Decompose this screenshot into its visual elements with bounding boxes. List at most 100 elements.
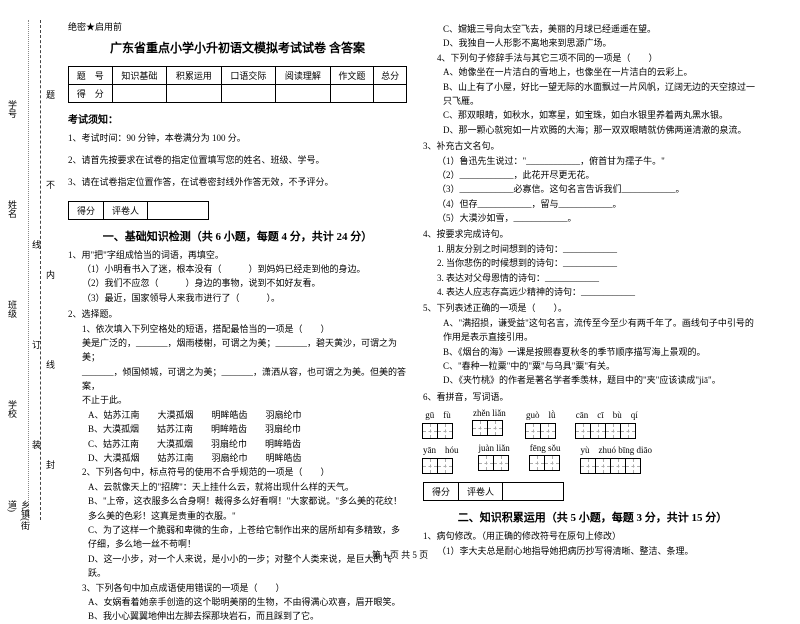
tianzige [423, 458, 459, 474]
score-header: 阅读理解 [276, 67, 331, 85]
scorebar-blank [148, 202, 208, 219]
scorebar-label: 评卷人 [459, 483, 503, 500]
tian-cell [493, 455, 509, 471]
pinyin-block: juàn liǎn [479, 443, 510, 474]
pinyin-text: gū fù [423, 408, 453, 421]
tianzige [423, 423, 453, 439]
question-1: 1、用"把"字组成恰当的词语，再填空。 （1）小明看书入了迷，根本没有（ ）到妈… [68, 248, 407, 306]
score-header: 作文题 [330, 67, 374, 85]
score-header: 总分 [374, 67, 407, 85]
q3-sub: （3）____________必寡信。这句名言告诉我们____________。 [423, 182, 762, 196]
table-row: 得 分 [69, 85, 407, 103]
binding-dotted-line-2 [28, 20, 29, 520]
score-header: 题 号 [69, 67, 113, 85]
pinyin-text: yù zhuó bīng diāo [581, 443, 653, 456]
pinyin-block: yù zhuó bīng diāo [581, 443, 653, 474]
binding-mark: 线 [44, 360, 57, 369]
binding-mark: 不 [44, 180, 57, 189]
q2-option-c: C、姑苏江南 大漠孤烟 羽扇纶巾 明眸皓齿 [68, 437, 407, 451]
q2-option-a: A、姑苏江南 大漠孤烟 明眸皓齿 羽扇纶巾 [68, 408, 407, 422]
fold-mark: 装 [30, 440, 43, 449]
score-header: 知识基础 [112, 67, 167, 85]
fold-mark: 订 [30, 340, 43, 349]
q2-line: 美是广泛的，_______，烟雨楼榭，可谓之为美；_______，碧天黄沙，可谓… [68, 336, 407, 365]
binding-margin: 乡镇(街道) 学校 班级 姓名 学号 封 线 内 不 题 装 订 线 [0, 0, 55, 540]
score-header: 口语交际 [221, 67, 276, 85]
q2-stem: 2、选择题。 [68, 309, 118, 319]
tian-cell [605, 423, 621, 439]
tian-cell [575, 423, 591, 439]
q1-sub: （3）最近，国家领导人来我市进行了（ ）。 [68, 291, 407, 305]
fold-mark: 线 [30, 240, 43, 249]
scorebar-label: 得分 [69, 202, 104, 219]
right-column: C、嫦娥三号向太空飞去，美丽的月球已经遥遥在望。 D、我独自一人形影不离地来到思… [415, 20, 770, 540]
pinyin-text: fēng sǒu [530, 443, 561, 453]
question-2: 2、选择题。 1、依次填入下列空格处的短语，搭配最恰当的一项是（ ） 美是广泛的… [68, 307, 407, 624]
q2-sub3: 3、下列各句中加点成语使用错误的一项是（ ） [68, 581, 407, 595]
binding-label: 班级 [6, 300, 19, 318]
left-column: 绝密★启用前 广东省重点小学小升初语文模拟考试试卷 含答案 题 号 知识基础 积… [60, 20, 415, 540]
q5-opt: D、《夹竹桃》的作者是著名学者季羡林，题目中的"夹"应该读成"jiā"。 [423, 373, 762, 387]
q2-line: 不止于此。 [68, 393, 407, 407]
q2-sub2: 2、下列各句中，标点符号的使用不合乎规范的一项是（ ） [68, 465, 407, 479]
q4-sub: 3. 表达对父母恩情的诗句：____________ [423, 271, 762, 285]
tian-cell [472, 420, 488, 436]
q5-opt: B、《烟台的海》一课是按照春夏秋冬的季节顺序描写海上景观的。 [423, 345, 762, 359]
tianzige [581, 458, 653, 474]
binding-label: 乡镇(街道) [6, 500, 32, 540]
tianzige [479, 455, 510, 471]
score-bar-2: 得分 评卷人 [423, 482, 564, 501]
q2-option-d: D、大漠孤烟 姑苏江南 羽扇纶巾 明眸皓齿 [68, 451, 407, 465]
notice-item: 2、请首先按要求在试卷的指定位置填写您的姓名、班级、学号。 [68, 152, 407, 168]
q1-stem: 1、用"把"字组成恰当的词语，再填空。 [68, 250, 224, 260]
score-row-label: 得 分 [69, 85, 113, 103]
binding-label: 学号 [6, 100, 19, 118]
tian-cell [590, 423, 606, 439]
q2-3-opt: B、我小心翼翼地伸出左脚去探那块岩石，而且踩到了它。 [68, 609, 407, 623]
binding-label: 学校 [6, 400, 19, 418]
pinyin-block: gū fù [423, 408, 453, 439]
tian-cell [625, 458, 641, 474]
notice-heading: 考试须知： [68, 111, 407, 126]
q4-sub: 2. 当你悲伤的时候想到的诗句：____________ [423, 256, 762, 270]
table-row: 题 号 知识基础 积累运用 口语交际 阅读理解 作文题 总分 [69, 67, 407, 85]
score-table: 题 号 知识基础 积累运用 口语交际 阅读理解 作文题 总分 得 分 [68, 66, 407, 103]
tian-cell [422, 458, 438, 474]
q2-2-opt: A、云就像天上的"招牌"：天上挂什么云，就将出现什么样的天气。 [68, 480, 407, 494]
tian-cell [620, 423, 636, 439]
tianzige [473, 420, 506, 436]
score-bar: 得分 评卷人 [68, 201, 209, 220]
q5-opt: A、"满招损，谦受益"这句名言，流传至今至少有两千年了。画线句子中引号的作用是表… [423, 316, 762, 345]
q4-sub: 4. 表达人应志存高远少精神的诗句：____________ [423, 285, 762, 299]
pinyin-row: yān hóu juàn liǎn fēng sǒu yù zhuó bīng diā… [423, 443, 762, 474]
pinyin-block: yān hóu [423, 443, 459, 474]
q2-4-opt: B、山上有了小屋，好比一望无际的水面飘过一片风帆，辽阔无边的天空掠过一只飞雁。 [423, 80, 762, 109]
tianzige [526, 423, 556, 439]
q3-sub: （2）____________，此花开尽更无花。 [423, 168, 762, 182]
scorebar-label: 评卷人 [104, 202, 148, 219]
tian-cell [525, 423, 541, 439]
q1-sub: （2）我们不应忽（ ）身边的事物，说到不如好友看。 [68, 276, 407, 290]
pinyin-block: zhěn liǎn [473, 408, 506, 439]
q2-4-opt: C、那双眼睛，如秋水，如寒星，如宝珠，如白水银里养着两丸黑水银。 [423, 108, 762, 122]
q3-sub: （4）但存____________，留与____________。 [423, 197, 762, 211]
pinyin-block: cān cī bù qí [576, 408, 638, 439]
q2-3-opt: D、我独自一人形影不离地来到思源广场。 [423, 36, 762, 50]
question-3: 3、补充古文名句。 （1）鲁迅先生说过："____________，俯首甘为孺子… [423, 139, 762, 225]
page-content: 绝密★启用前 广东省重点小学小升初语文模拟考试试卷 含答案 题 号 知识基础 积… [0, 0, 800, 540]
q3-stem: 3、补充古文名句。 [423, 141, 500, 151]
q2-4-opt: A、她像坐在一片洁白的雪地上，也像坐在一片洁白的云彩上。 [423, 65, 762, 79]
q4-sub: 1. 朋友分别之时间想到的诗句：____________ [423, 242, 762, 256]
tian-cell [544, 455, 560, 471]
q5-opt: C、"春种一粒粟"中的"粟"与乌具"粟"有关。 [423, 359, 762, 373]
tian-cell [437, 458, 453, 474]
q2-sub: 1、依次填入下列空格处的短语，搭配最恰当的一项是（ ） [68, 322, 407, 336]
q2-4-opt: D、那一颗心就宛如一片欢腾的大海；那一双双眼睛就仿佛两道清澈的泉流。 [423, 123, 762, 137]
tian-cell [529, 455, 545, 471]
question-5: 5、下列表述正确的一项是（ ）。 A、"满招损，谦受益"这句名言，流传至今至少有… [423, 301, 762, 387]
pinyin-grid: gū fùzhěn liǎnguò lǜcān cī bù qíyān hóuj… [423, 408, 762, 474]
q2-option-b: B、大漠孤烟 姑苏江南 明眸皓齿 羽扇纶巾 [68, 422, 407, 436]
q2-line: _______，倾国倾城，可谓之为美；_______，潇洒从容，也可谓之为美。但… [68, 365, 407, 394]
exam-title: 广东省重点小学小升初语文模拟考试试卷 含答案 [68, 39, 407, 56]
tian-cell [422, 423, 438, 439]
